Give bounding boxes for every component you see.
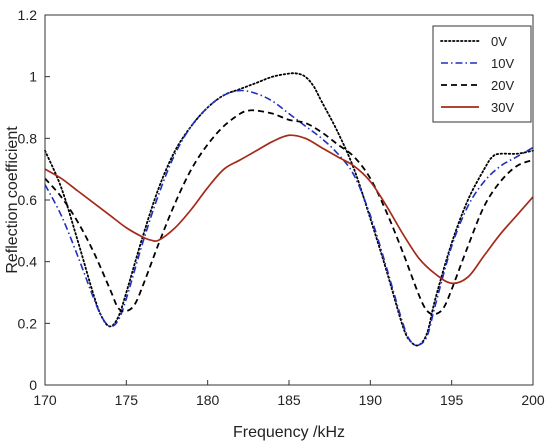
series-line-0V bbox=[44, 72, 534, 347]
y-tick-label-1.2: 1.2 bbox=[18, 7, 38, 23]
x-tick-label-185: 185 bbox=[277, 392, 301, 408]
legend-label-10V: 10V bbox=[491, 56, 514, 71]
y-tick-label-0.2: 0.2 bbox=[18, 315, 38, 331]
x-tick-label-190: 190 bbox=[359, 392, 383, 408]
y-axis-label: Reflection coefficient bbox=[4, 126, 21, 274]
y-tick-label-0.6: 0.6 bbox=[18, 192, 38, 208]
legend: 0V 10V 20V 30V bbox=[432, 25, 532, 123]
legend-label-20V: 20V bbox=[491, 78, 514, 93]
x-tick-label-175: 175 bbox=[115, 392, 139, 408]
series-line-10V bbox=[44, 89, 534, 347]
legend-box bbox=[432, 25, 532, 123]
x-tick-label-195: 195 bbox=[440, 392, 464, 408]
x-tick-label-200: 200 bbox=[521, 392, 545, 408]
series-line-30V bbox=[44, 134, 534, 285]
x-axis-label: Frequency /kHz bbox=[233, 424, 345, 441]
y-tick-label-0: 0 bbox=[29, 377, 37, 393]
x-tick-label-170: 170 bbox=[33, 392, 57, 408]
tick-labels-layer: 170 175 180 185 190 195 200 0 0.2 0.4 0.6 0.8 1 1.2 bbox=[18, 7, 545, 408]
y-tick-label-1: 1 bbox=[29, 69, 37, 85]
series-layer bbox=[44, 72, 534, 347]
legend-label-0V: 0V bbox=[491, 34, 507, 49]
legend-label-30V: 30V bbox=[491, 100, 514, 115]
series-line-20V bbox=[44, 109, 534, 316]
x-tick-label-180: 180 bbox=[196, 392, 220, 408]
y-tick-label-0.8: 0.8 bbox=[18, 130, 38, 146]
y-tick-label-0.4: 0.4 bbox=[18, 254, 38, 270]
ticks-layer bbox=[44, 14, 534, 386]
